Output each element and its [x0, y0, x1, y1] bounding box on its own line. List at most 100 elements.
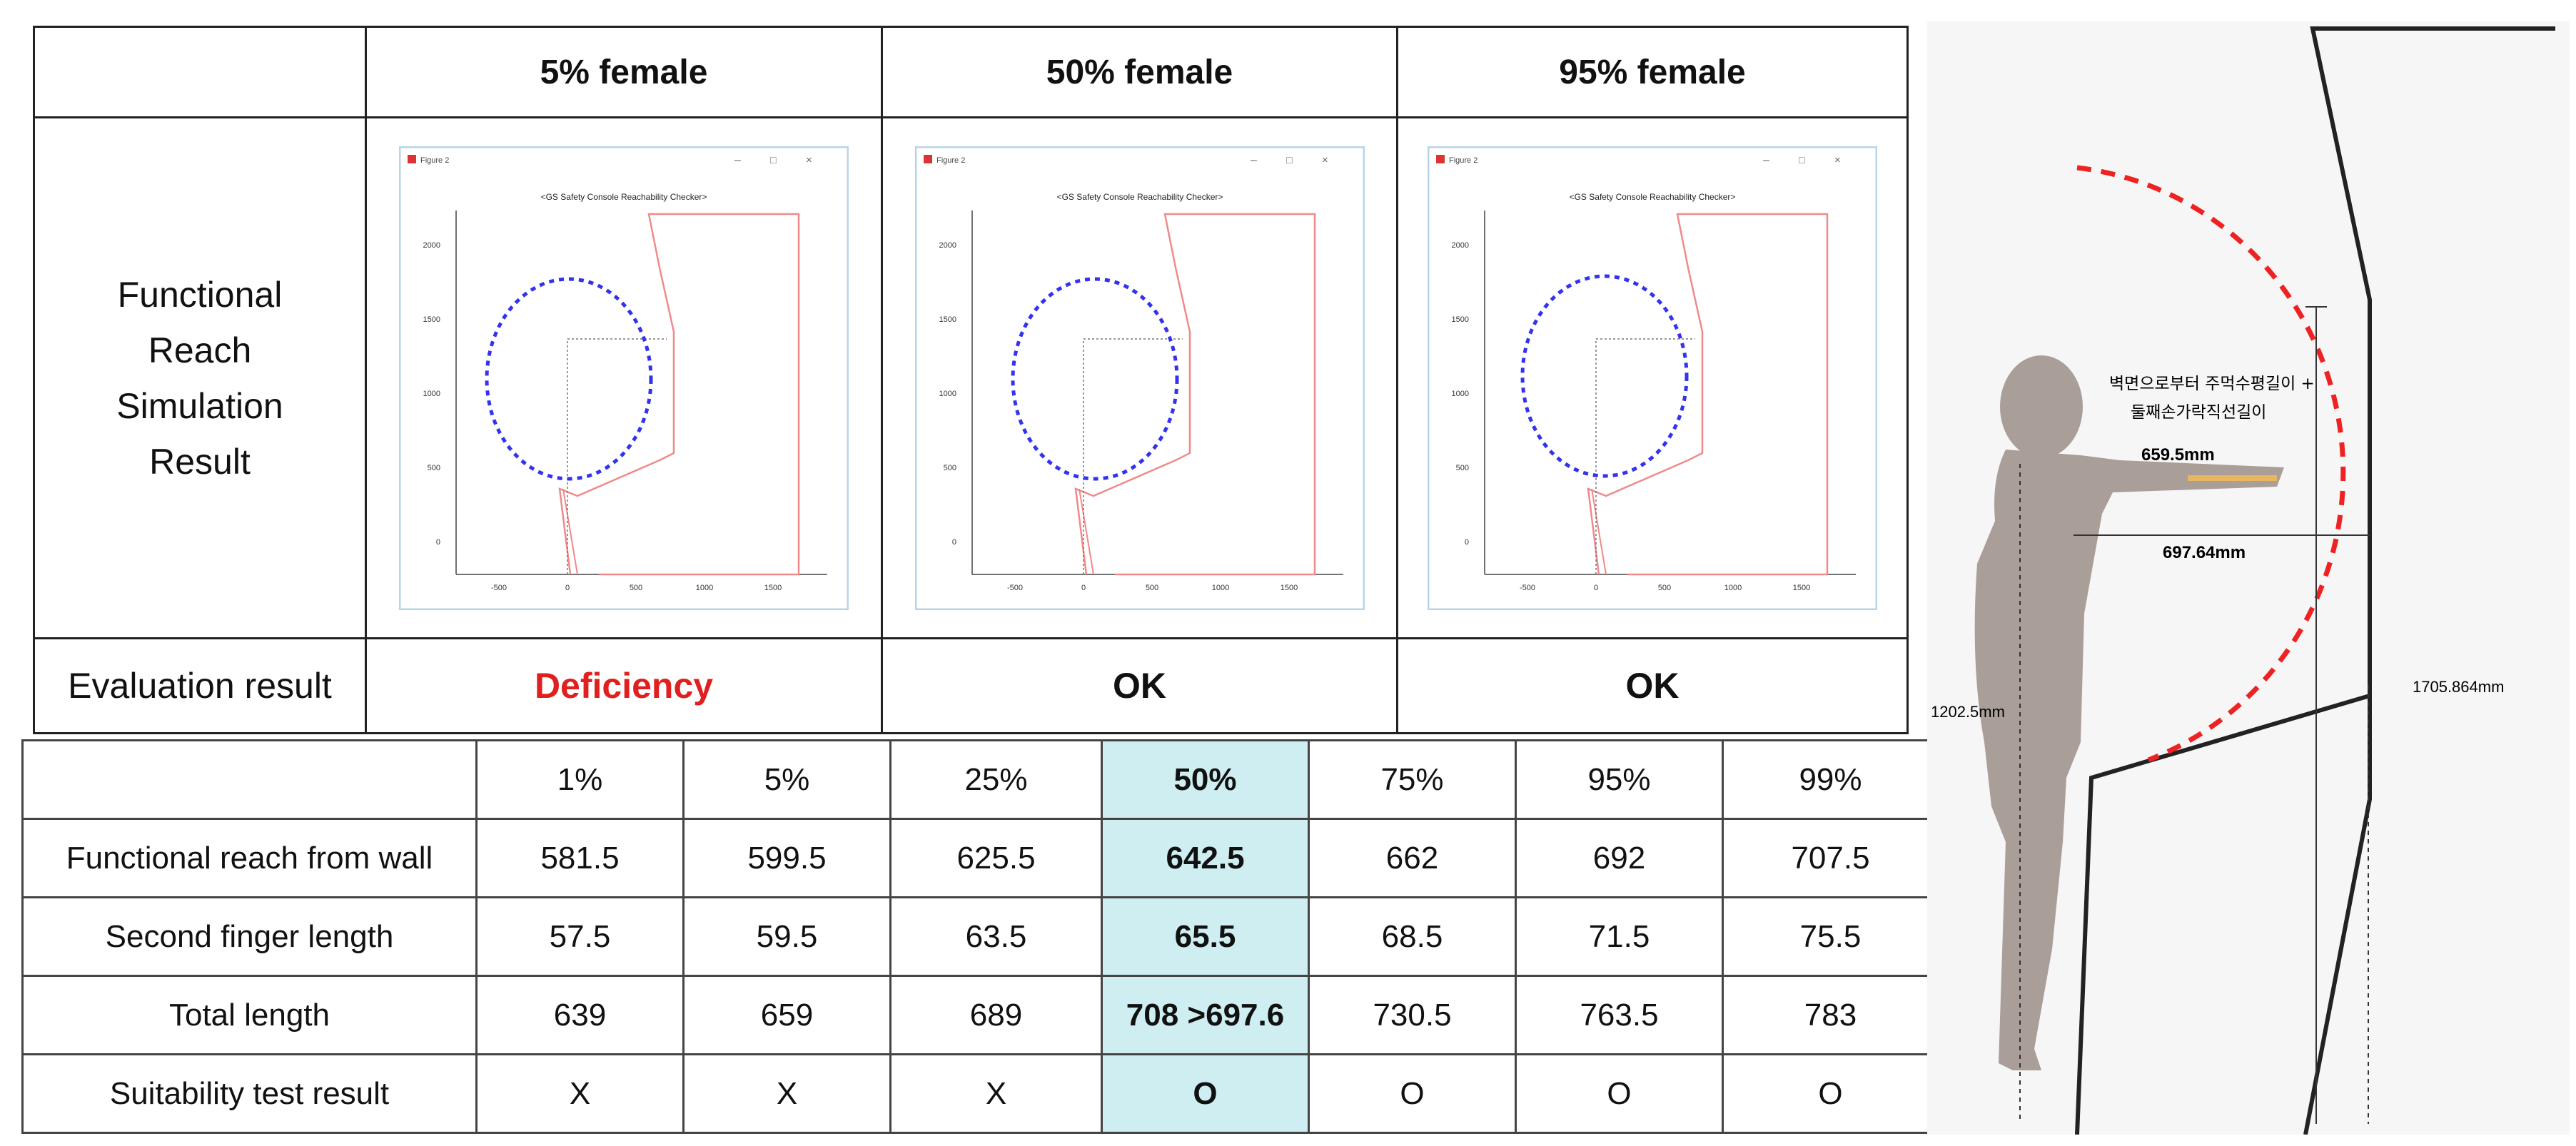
table-cell: 71.5: [1515, 896, 1724, 977]
x-tick-label: 1500: [764, 584, 782, 592]
reach-table: 1% 5% 25% 50% 75% 95% 99% Functional rea…: [21, 739, 1939, 1134]
figure-app-icon: [408, 154, 416, 163]
x-tick-label: 1000: [1211, 584, 1228, 592]
corner-cell: [33, 26, 367, 118]
caption-line-1: 벽면으로부터 주먹수평길이 +: [2109, 375, 2315, 393]
minimize-icon[interactable]: –: [1763, 154, 1769, 166]
x-tick-label: -500: [1006, 584, 1022, 592]
minimize-icon[interactable]: –: [734, 154, 741, 166]
percentile-header: 99%: [1722, 739, 1939, 820]
figure-window-frame: [399, 146, 849, 610]
simulation-cell-5: Figure 2 – □ × <GS Safety Console Reacha…: [365, 116, 883, 639]
evaluation-value-50: OK: [881, 637, 1398, 734]
reach-guide: [1595, 338, 1695, 574]
percentile-header: 50%: [1101, 739, 1310, 820]
reach-circle: [1011, 277, 1178, 480]
arm-outline: [1591, 488, 1607, 574]
y-tick-label: 2000: [423, 241, 440, 250]
figure-window: Figure 2 – □ × <GS Safety Console Reacha…: [399, 146, 849, 610]
chart-title: <GS Safety Console Reachability Checker>: [1056, 192, 1223, 202]
reach-dimension-label: 659.5mm: [2141, 445, 2215, 465]
table-cell: O: [1515, 1053, 1724, 1134]
close-icon[interactable]: ×: [806, 154, 812, 166]
evaluation-label: Evaluation result: [33, 637, 367, 734]
evaluation-value-95: OK: [1396, 637, 1909, 734]
percentile-header: 5%: [682, 739, 892, 820]
x-tick-label: 1500: [1793, 584, 1810, 592]
chart-title: <GS Safety Console Reachability Checker>: [541, 192, 707, 202]
simulation-cell-50: Figure 2 – □ × <GS Safety Console Reacha…: [881, 116, 1398, 639]
figure-window-title: Figure 2: [1449, 156, 1478, 165]
maximize-icon[interactable]: □: [1799, 154, 1805, 166]
reach-guide: [567, 338, 667, 574]
figure-window: Figure 2 – □ × <GS Safety Console Reacha…: [914, 146, 1365, 610]
header-5-female: 5% female: [365, 26, 883, 118]
table-cell: 642.5: [1101, 818, 1310, 898]
table-cell: 59.5: [682, 896, 892, 977]
table-cell: X: [475, 1053, 685, 1134]
y-tick-label: 500: [1456, 464, 1469, 472]
y-tick-label: 1000: [423, 390, 440, 398]
person-silhouette: [1974, 355, 2284, 1070]
table-cell: 692: [1515, 818, 1724, 898]
table-cell: 730.5: [1308, 975, 1517, 1055]
table-cell: X: [682, 1053, 892, 1134]
x-tick-label: 500: [1658, 584, 1671, 592]
figure-window: Figure 2 – □ × <GS Safety Console Reacha…: [1428, 146, 1877, 610]
reach-circle: [1520, 274, 1689, 477]
maximize-icon[interactable]: □: [1286, 154, 1293, 166]
figure-app-icon: [1436, 154, 1445, 163]
figure-app-icon: [923, 154, 932, 163]
table-cell: 68.5: [1308, 896, 1517, 977]
table-cell: 63.5: [889, 896, 1103, 977]
x-tick-label: -500: [491, 584, 507, 592]
console-outline: [558, 213, 800, 575]
console-outline: [1074, 213, 1315, 575]
figure-window-title: Figure 2: [420, 156, 449, 165]
percentile-header: 75%: [1308, 739, 1517, 820]
table-cell: O: [1722, 1053, 1939, 1134]
simulation-cell-95: Figure 2 – □ × <GS Safety Console Reacha…: [1396, 116, 1909, 639]
table-cell: 707.5: [1722, 818, 1939, 898]
x-tick-label: 1000: [1724, 584, 1742, 592]
reach-circle: [485, 277, 653, 480]
console-dimension-label: 697.64mm: [2163, 543, 2246, 562]
console-front-line: [2075, 694, 2370, 1135]
header-95-female: 95% female: [1396, 26, 1909, 118]
table-cell: 659: [682, 975, 892, 1055]
table-cell: 57.5: [475, 896, 685, 977]
y-tick-label: 500: [943, 464, 956, 472]
table-cell: 625.5: [889, 818, 1103, 898]
caption-line-2: 둘째손가락직선길이: [2131, 403, 2266, 422]
table-cell: O: [1101, 1053, 1310, 1134]
table-cell: O: [1308, 1053, 1517, 1134]
side-diagram: 벽면으로부터 주먹수평길이 + 둘째손가락직선길이 659.5mm 697.64…: [1927, 21, 2570, 1135]
percentile-header: 1%: [475, 739, 685, 820]
y-tick-label: 0: [951, 538, 956, 547]
table-cell: 75.5: [1722, 896, 1939, 977]
figure-window-frame: [1428, 146, 1877, 610]
row-label: Suitability test result: [21, 1053, 478, 1134]
x-tick-label: 500: [1145, 584, 1158, 592]
chart-title: <GS Safety Console Reachability Checker>: [1570, 192, 1736, 202]
arm-outline: [1078, 488, 1094, 574]
close-icon[interactable]: ×: [1834, 154, 1841, 166]
table-cell: X: [889, 1053, 1103, 1134]
close-icon[interactable]: ×: [1322, 154, 1328, 166]
console-outline: [1587, 213, 1829, 575]
figure-window-title: Figure 2: [936, 156, 965, 165]
table-cell: 599.5: [682, 818, 892, 898]
reach-corner: [21, 739, 478, 820]
y-tick-label: 2000: [1452, 241, 1469, 250]
table-cell: 783: [1722, 975, 1939, 1055]
row-label: Second finger length: [21, 896, 478, 977]
figure-window-frame: [914, 146, 1365, 610]
y-tick-label: 1000: [1452, 390, 1469, 398]
simulation-row-label: Functional Reach Simulation Result: [33, 116, 367, 639]
simulation-table: 5% female 50% female 95% female Function…: [33, 26, 1909, 734]
table-cell: 763.5: [1515, 975, 1724, 1055]
maximize-icon[interactable]: □: [770, 154, 777, 166]
percentile-header: 95%: [1515, 739, 1724, 820]
minimize-icon[interactable]: –: [1251, 154, 1257, 166]
header-50-female: 50% female: [881, 26, 1398, 118]
